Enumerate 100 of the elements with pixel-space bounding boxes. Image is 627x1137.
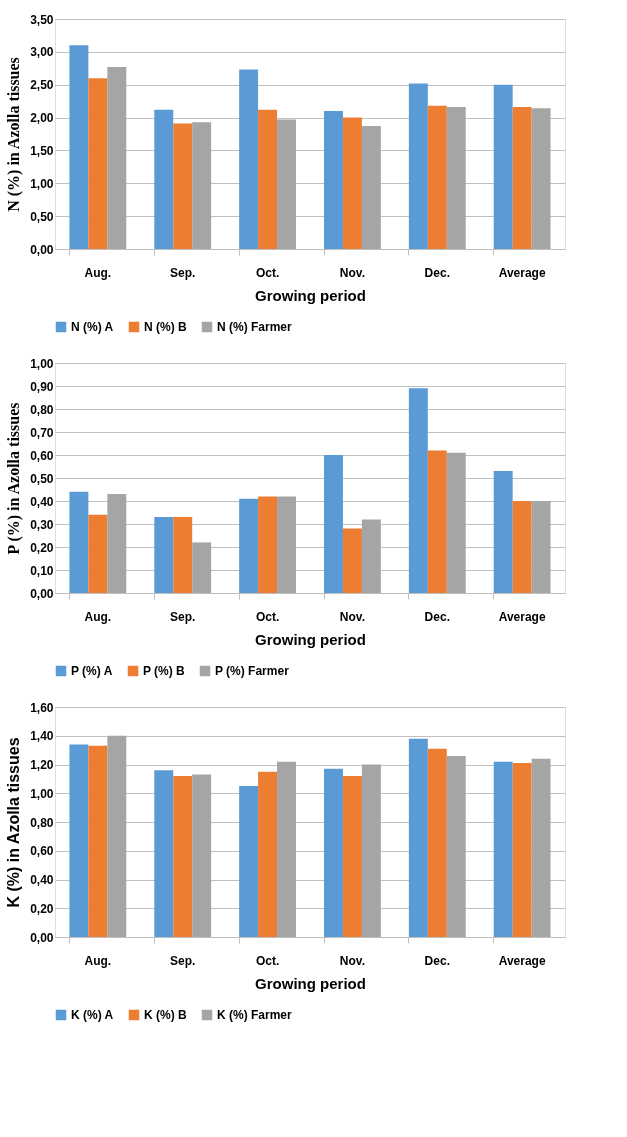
bar: [408, 388, 428, 593]
y-axis-title: N (%) in Azolla tissues: [5, 57, 24, 212]
y-tick-label: 3,00: [30, 45, 54, 60]
bar: [192, 774, 212, 937]
bar: [88, 514, 108, 593]
bar: [239, 69, 259, 249]
bar: [427, 105, 447, 249]
bar: [324, 455, 343, 593]
bar: [107, 735, 127, 937]
bar: [258, 109, 278, 249]
y-tick-label: 0,60: [30, 844, 54, 859]
x-axis-title: Growing period: [255, 974, 366, 992]
bar: [361, 519, 381, 593]
bar: [154, 770, 174, 937]
bar: [69, 744, 89, 937]
bar: [192, 122, 212, 249]
x-tick-label: Dec.: [424, 609, 450, 624]
y-tick-label: 0,10: [30, 563, 54, 578]
x-tick-label: Aug.: [84, 953, 112, 968]
y-tick-label: 0,30: [30, 517, 54, 532]
bar: [154, 109, 174, 249]
bar: [408, 83, 428, 249]
bar: [493, 761, 513, 937]
x-tick-label: Average: [498, 953, 546, 968]
y-tick-label: 1,20: [30, 758, 54, 772]
bar: [239, 786, 259, 937]
x-tick-label: Dec.: [424, 953, 450, 968]
bar: [69, 491, 89, 593]
bar: [239, 498, 259, 593]
bar: [342, 528, 362, 593]
bar: [427, 450, 447, 593]
x-tick-label: Nov.: [339, 953, 365, 968]
bar: [342, 776, 362, 937]
y-tick-label: 3,50: [30, 12, 54, 27]
y-tick-label: 2,50: [30, 78, 54, 93]
y-tick-label: 0,40: [30, 494, 54, 509]
bar: [324, 768, 343, 937]
y-axis-title: K (%) in Azolla tissues: [5, 737, 23, 908]
bar: [446, 107, 466, 249]
y-tick-label: 2,00: [30, 111, 54, 126]
y-tick-label: 0,20: [30, 540, 54, 555]
bar: [493, 84, 513, 249]
y-tick-label: 0,20: [30, 901, 54, 916]
bar: [173, 776, 193, 937]
y-tick-label: 1,00: [30, 786, 54, 801]
bar: [277, 761, 296, 937]
bar: [531, 501, 551, 593]
bar: [427, 748, 447, 937]
legend-label: N (%) Farmer: [217, 320, 293, 334]
bar: [512, 107, 532, 249]
x-tick-label: Average: [498, 265, 546, 280]
x-tick-label: Oct.: [255, 953, 280, 968]
bar: [408, 738, 428, 937]
bar: [88, 78, 108, 249]
bar: [277, 496, 296, 593]
x-tick-label: Oct.: [255, 609, 280, 624]
bar: [324, 111, 343, 249]
y-tick-label: 1,60: [30, 700, 54, 715]
bar: [88, 745, 108, 937]
bar: [69, 45, 89, 249]
y-tick-label: 0,50: [30, 471, 54, 486]
x-tick-label: Aug.: [84, 265, 112, 280]
y-tick-label: 0,00: [30, 930, 54, 945]
legend-label: P (%) A: [71, 664, 113, 678]
y-tick-label: 1,40: [30, 729, 54, 744]
y-tick-label: 1,00: [30, 356, 54, 371]
x-tick-label: Nov.: [339, 265, 365, 280]
y-tick-label: 0,00: [30, 242, 54, 257]
bar: [361, 126, 381, 249]
bar: [107, 66, 127, 249]
bar: [531, 108, 551, 249]
x-tick-label: Sep.: [170, 953, 196, 968]
bar: [446, 452, 466, 593]
x-tick-label: Nov.: [339, 609, 365, 624]
bar: [173, 517, 193, 593]
bar: [258, 496, 278, 593]
bar: [342, 117, 362, 249]
y-tick-label: 0,60: [30, 448, 54, 463]
legend-label: N (%) B: [144, 320, 187, 334]
legend-label: K (%) Farmer: [217, 1008, 293, 1022]
legend-label: P (%) B: [143, 664, 186, 678]
y-tick-label: 0,80: [30, 402, 54, 417]
y-tick-label: 0,70: [30, 425, 54, 440]
legend-label: P (%) Farmer: [215, 664, 290, 678]
bar: [361, 764, 381, 937]
bar: [277, 119, 296, 249]
bar: [512, 501, 532, 593]
y-axis-title: P (%) in Azolla tissues: [5, 402, 24, 555]
legend-label: K (%) A: [71, 1008, 114, 1022]
bar: [154, 517, 174, 593]
legend-label: N (%) A: [71, 320, 114, 334]
y-tick-label: 1,00: [30, 176, 54, 191]
y-tick-label: 0,40: [30, 873, 54, 887]
x-axis-title: Growing period: [255, 286, 366, 304]
y-tick-label: 1,50: [30, 143, 54, 158]
bar: [258, 771, 278, 937]
x-axis-title: Growing period: [255, 630, 366, 648]
x-tick-label: Aug.: [84, 609, 112, 624]
bar: [512, 763, 532, 937]
x-tick-label: Average: [498, 609, 546, 624]
